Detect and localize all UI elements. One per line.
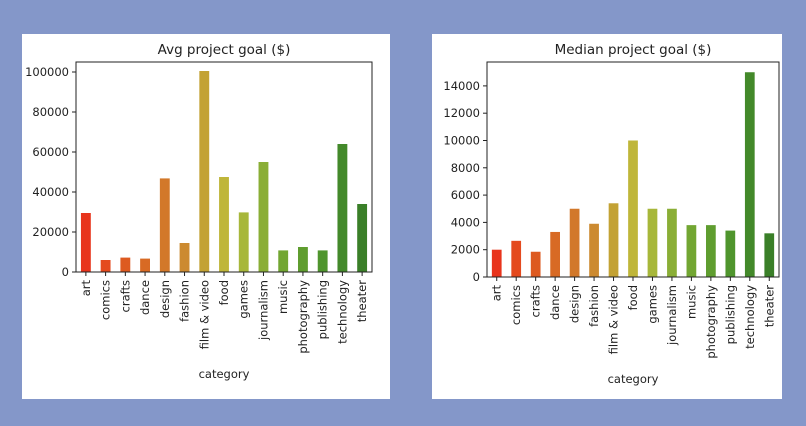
chart-0-category-label-14: theater xyxy=(355,280,369,323)
chart-0-category-label-13: technology xyxy=(335,280,349,344)
chart-0-category-label-5: fashion xyxy=(178,280,192,322)
chart-1-category-label-2: crafts xyxy=(529,285,543,317)
chart-0-bar-0 xyxy=(80,213,91,272)
chart-1-bar-7 xyxy=(628,140,638,277)
chart-1-category-label-0: art xyxy=(490,285,504,302)
chart-0-bar-9 xyxy=(258,162,269,272)
chart-0-bar-12 xyxy=(317,250,328,272)
chart-1-category-label-5: fashion xyxy=(587,285,601,327)
avg-goal-chart: Avg project goal ($) art comics crafts dance… xyxy=(25,42,373,381)
chart-0-ytick-label-3: 60000 xyxy=(32,145,69,159)
chart-0-category-label-7: food xyxy=(217,280,231,305)
chart-1-bar-8 xyxy=(647,208,658,277)
chart-0-x-axis-label: category xyxy=(199,367,250,381)
chart-0-bar-3 xyxy=(140,258,150,272)
chart-0-category-label-3: dance xyxy=(138,280,152,315)
chart-0-bar-11 xyxy=(298,247,308,272)
chart-1-bar-9 xyxy=(667,208,677,277)
chart-1-category-label-4: design xyxy=(568,285,582,323)
median-goal-chart: Median project goal ($) art comics crafts da… xyxy=(443,42,780,386)
chart-1-bar-14 xyxy=(764,233,775,277)
chart-1-category-label-7: food xyxy=(626,285,640,310)
chart-1-category-label-14: theater xyxy=(762,285,776,328)
chart-0-bar-13 xyxy=(337,144,348,272)
chart-0-category-label-0: art xyxy=(79,280,93,297)
chart-1-bar-3 xyxy=(550,231,560,277)
chart-1-category-label-9: journalism xyxy=(665,285,679,346)
chart-0-category-label-11: photography xyxy=(296,280,310,354)
chart-1-bar-4 xyxy=(569,208,580,277)
chart-1-bar-0 xyxy=(491,249,502,277)
chart-0-bar-2 xyxy=(120,257,131,272)
chart-1-bar-6 xyxy=(608,203,619,277)
chart-0-ytick-label-0: 0 xyxy=(62,265,69,279)
median-goal-chart-panel: Median project goal ($) art comics crafts da… xyxy=(432,34,782,399)
chart-1-ytick-label-0: 0 xyxy=(473,270,480,284)
chart-1-category-label-13: technology xyxy=(743,285,757,349)
chart-1-ytick-label-6: 12000 xyxy=(443,106,480,120)
chart-0-bar-8 xyxy=(238,212,249,272)
chart-1-bar-5 xyxy=(589,223,599,277)
chart-1-ytick-label-1: 2000 xyxy=(451,243,480,257)
chart-0-title: Avg project goal ($) xyxy=(158,42,291,58)
chart-0-ytick-label-2: 40000 xyxy=(32,185,69,199)
chart-0-ytick-label-4: 80000 xyxy=(32,105,69,119)
chart-0-bar-7 xyxy=(219,177,229,272)
chart-1-bar-11 xyxy=(706,225,716,277)
chart-0-bar-1 xyxy=(100,260,111,272)
chart-1-ytick-label-4: 8000 xyxy=(451,161,480,175)
chart-0-ytick-label-1: 20000 xyxy=(32,225,69,239)
chart-1-bar-12 xyxy=(725,230,736,277)
chart-1-title: Median project goal ($) xyxy=(555,42,712,58)
chart-0-category-label-8: games xyxy=(237,280,251,319)
chart-1-ytick-label-2: 4000 xyxy=(451,215,480,229)
chart-1-category-label-6: film & video xyxy=(607,285,621,354)
avg-goal-chart-panel: Avg project goal ($) art comics crafts dance… xyxy=(22,34,390,399)
chart-1-bar-13 xyxy=(744,72,755,277)
chart-1-bar-1 xyxy=(511,240,522,277)
chart-1-category-label-1: comics xyxy=(509,285,523,325)
chart-1-plot-frame xyxy=(486,61,780,278)
chart-1-category-label-3: dance xyxy=(548,285,562,320)
chart-0-category-label-6: film & video xyxy=(197,280,211,349)
chart-1-category-label-11: photography xyxy=(704,285,718,359)
chart-0-ytick-label-5: 100000 xyxy=(25,65,69,79)
chart-0-category-label-1: comics xyxy=(99,280,113,320)
chart-1-ytick-label-7: 14000 xyxy=(443,79,480,93)
chart-1-ytick-label-5: 10000 xyxy=(443,133,480,147)
chart-1-ytick-label-3: 6000 xyxy=(451,188,480,202)
chart-0-category-label-10: music xyxy=(276,280,290,314)
chart-0-bar-4 xyxy=(159,178,170,272)
chart-0-bar-6 xyxy=(199,71,210,272)
chart-0-category-label-4: design xyxy=(158,280,172,318)
chart-1-x-axis-label: category xyxy=(608,372,659,386)
chart-0-plot-frame xyxy=(75,61,373,273)
chart-0-category-label-9: journalism xyxy=(256,280,270,341)
chart-0-category-label-12: publishing xyxy=(316,280,330,339)
chart-1-category-label-12: publishing xyxy=(723,285,737,344)
chart-1-category-label-8: games xyxy=(645,285,659,324)
chart-1-bar-10 xyxy=(686,225,697,277)
chart-0-category-label-2: crafts xyxy=(118,280,132,312)
chart-0-bar-5 xyxy=(179,243,190,272)
chart-0-bar-14 xyxy=(357,204,368,272)
chart-1-bar-2 xyxy=(530,251,541,277)
chart-1-category-label-10: music xyxy=(684,285,698,319)
chart-0-bar-10 xyxy=(278,250,289,272)
